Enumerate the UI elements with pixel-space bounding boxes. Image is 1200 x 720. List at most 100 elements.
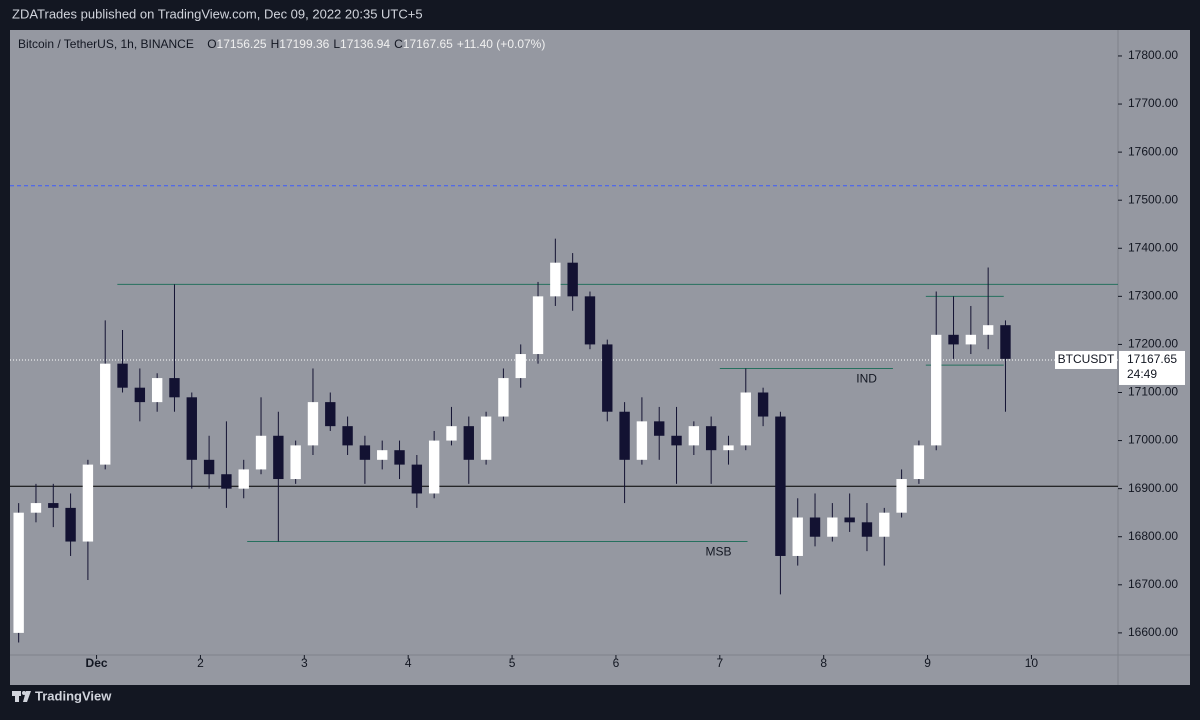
candle-body [775,416,786,556]
y-tick-label: 16600.00 [1128,625,1178,639]
tag-symbol-bg [1055,350,1117,369]
tv-logo [12,691,31,702]
candle-body [948,334,959,345]
candle-body [134,387,146,403]
candle-body [636,421,648,460]
candle-body [394,450,405,465]
y-tick-label: 17500.00 [1128,192,1178,206]
level-label: IND [856,372,877,386]
candle-body [602,344,613,412]
candle-body [100,363,111,465]
candle-body [567,262,578,297]
candle-body [723,445,734,451]
candle-body [931,334,942,446]
candle-body [325,402,336,427]
candle-body [377,450,388,460]
candle-body [463,426,474,460]
candle-body [117,363,128,388]
x-tick-label: 2 [197,656,204,670]
candle-body [186,397,197,460]
candle-body [498,378,509,417]
candle-body [688,426,700,446]
candle-body [13,512,24,633]
y-tick-label: 17700.00 [1128,96,1178,110]
candle-body [255,435,267,470]
candle-body [203,459,215,475]
x-tick-label: 5 [509,656,516,670]
ohlc-label: L [333,37,340,51]
candle-body [480,416,492,460]
level-label: MSB [705,545,731,559]
symbol-title: Bitcoin / TetherUS, 1h, BINANCE [18,37,194,51]
candle-body [584,296,596,345]
x-tick-label: 4 [405,656,412,670]
candle-body [411,464,423,494]
candle-body [273,435,284,480]
y-tick-label: 16900.00 [1128,481,1178,495]
candle-body [792,517,803,556]
y-tick-label: 17600.00 [1128,144,1178,158]
y-tick-label: 17300.00 [1128,289,1178,303]
candle-body [861,522,873,537]
candle-body [446,426,457,441]
ohlc-value: 17136.94 [340,37,390,51]
publisher: ZDATrades published on TradingView.com, … [12,6,423,21]
candle-body [740,392,751,446]
legend-spacer [200,37,203,51]
candle-body [307,402,319,446]
y-tick-label: 17800.00 [1128,48,1178,62]
x-tick-label: 8 [820,656,827,670]
x-tick-label: 9 [924,656,931,670]
candle-body [550,262,561,297]
ohlc-label: C [394,37,403,51]
x-tick-label: 7 [716,656,723,670]
change: +11.40 (+0.07%) [457,37,546,51]
candle-body [221,474,232,489]
ohlc-label: O [207,37,216,51]
plot: 16600.00 16700.00 16800.00 16900.00 17000.00… [10,48,1185,670]
candle-body [65,507,76,542]
y-tick-label: 16700.00 [1128,577,1178,591]
candle-body [619,411,630,460]
candle-body [48,503,59,508]
candle-body [844,517,855,523]
candle-body [913,445,925,480]
candle-body [290,445,301,480]
candle-body [757,392,769,417]
candle-body [82,464,94,542]
y-tick-label: 16800.00 [1128,529,1178,543]
candle-body [359,445,371,460]
y-tick-label: 17100.00 [1128,385,1178,399]
chart-bg [10,30,1190,685]
tag-symbol: BTCUSDT [1058,352,1115,366]
ohlc-label: H [271,37,280,51]
legend: Bitcoin / TetherUS, 1h, BINANCE O17156.2… [18,37,545,51]
brand: TradingView [35,688,112,703]
x-tick-label: Dec [86,656,108,670]
x-tick-label: 3 [301,656,308,670]
candle-body [982,325,994,335]
candle-body [151,378,163,403]
candle-body [809,517,821,537]
x-tick-label: 6 [613,656,620,670]
candle-body [532,296,544,355]
tag-countdown: 24:49 [1127,367,1157,381]
candle-body [705,426,717,451]
y-tick-label: 17200.00 [1128,337,1178,351]
candle-body [654,421,665,436]
candle-body [1000,325,1011,359]
candle-body [30,503,42,513]
candle-body [515,354,526,379]
candle-body [965,334,977,345]
y-tick-label: 17400.00 [1128,240,1178,254]
tag-price: 17167.65 [1127,352,1177,366]
candle-body [342,426,353,446]
tag-price-bg [1119,350,1185,385]
candle-body [671,435,682,446]
candle-body [428,440,440,494]
candle-body [169,378,180,398]
candle-body [238,469,249,489]
candle-body [827,517,838,537]
